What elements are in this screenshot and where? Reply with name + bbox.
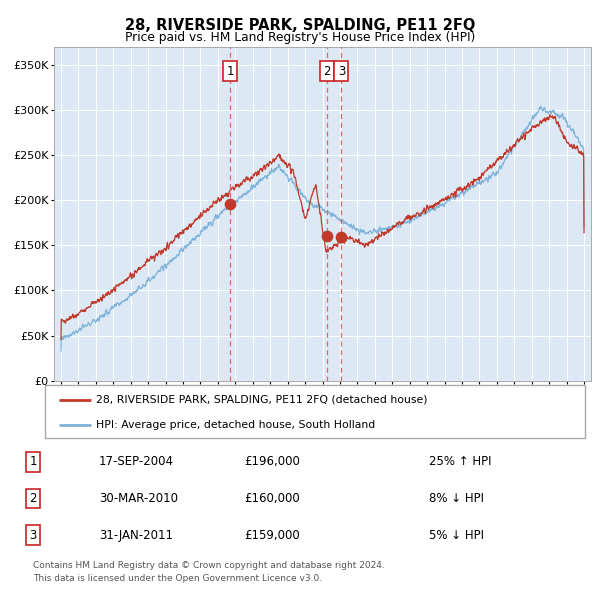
Text: 2: 2	[29, 492, 37, 505]
Text: This data is licensed under the Open Government Licence v3.0.: This data is licensed under the Open Gov…	[33, 574, 322, 583]
Text: 3: 3	[338, 65, 345, 78]
Text: 8% ↓ HPI: 8% ↓ HPI	[429, 492, 484, 505]
Text: 17-SEP-2004: 17-SEP-2004	[99, 455, 174, 468]
Point	[226, 199, 235, 209]
FancyBboxPatch shape	[45, 385, 585, 438]
Text: £196,000: £196,000	[244, 455, 300, 468]
Point	[322, 232, 332, 241]
Text: 28, RIVERSIDE PARK, SPALDING, PE11 2FQ: 28, RIVERSIDE PARK, SPALDING, PE11 2FQ	[125, 18, 475, 32]
Text: 1: 1	[227, 65, 234, 78]
Text: 2: 2	[323, 65, 331, 78]
Text: Price paid vs. HM Land Registry's House Price Index (HPI): Price paid vs. HM Land Registry's House …	[125, 31, 475, 44]
Text: Contains HM Land Registry data © Crown copyright and database right 2024.: Contains HM Land Registry data © Crown c…	[33, 561, 385, 570]
Text: 3: 3	[29, 529, 37, 542]
Text: 30-MAR-2010: 30-MAR-2010	[99, 492, 178, 505]
Text: 25% ↑ HPI: 25% ↑ HPI	[429, 455, 491, 468]
Text: 31-JAN-2011: 31-JAN-2011	[99, 529, 173, 542]
Text: £159,000: £159,000	[244, 529, 300, 542]
Point	[337, 232, 346, 242]
Text: HPI: Average price, detached house, South Holland: HPI: Average price, detached house, Sout…	[96, 419, 376, 430]
Text: 1: 1	[29, 455, 37, 468]
Text: 28, RIVERSIDE PARK, SPALDING, PE11 2FQ (detached house): 28, RIVERSIDE PARK, SPALDING, PE11 2FQ (…	[96, 395, 428, 405]
Text: 5% ↓ HPI: 5% ↓ HPI	[429, 529, 484, 542]
Text: £160,000: £160,000	[244, 492, 300, 505]
